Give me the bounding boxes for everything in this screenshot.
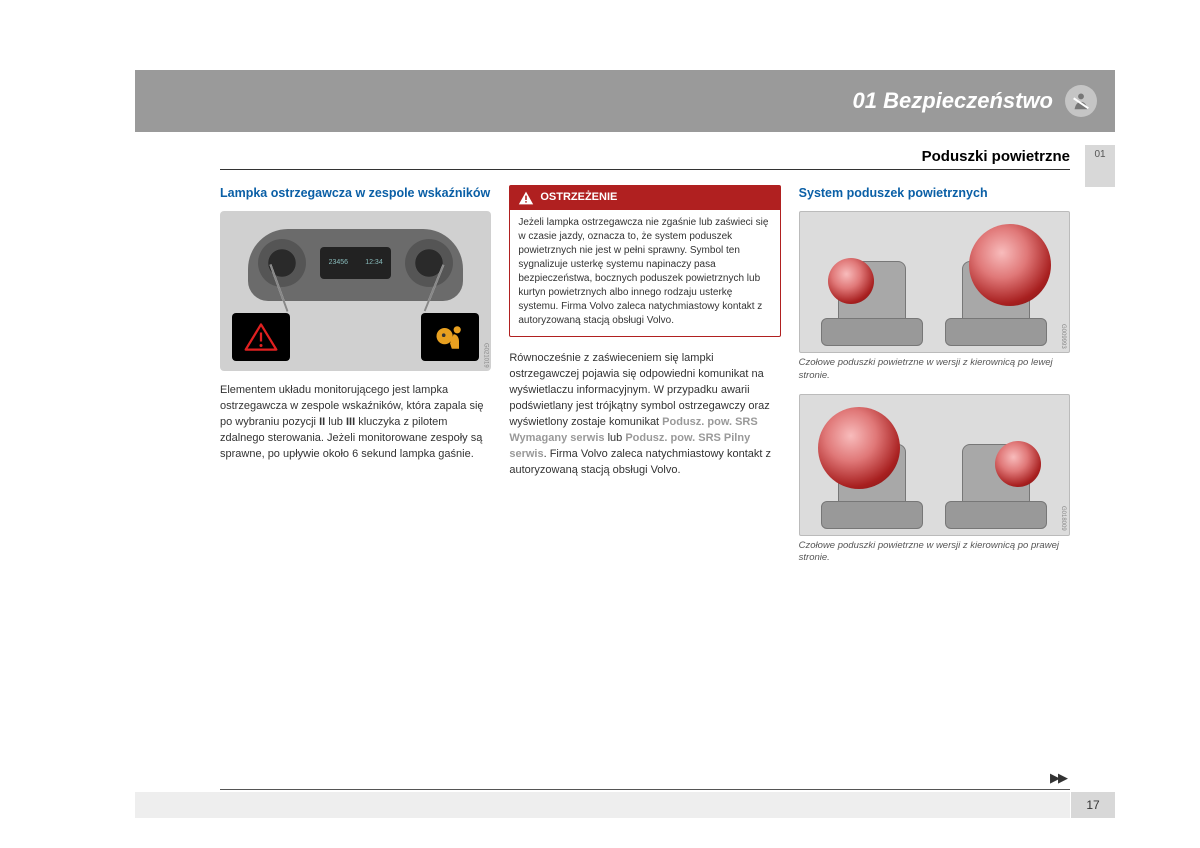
airbag-figure-rhd: G018009 bbox=[799, 394, 1070, 536]
figure-code-rhd: G018009 bbox=[1058, 506, 1067, 531]
warning-title: OSTRZEŻENIE bbox=[540, 190, 617, 206]
warning-body: Jeżeli lampka ostrzegawcza nie zgaśnie l… bbox=[510, 210, 779, 336]
content-columns: Lampka ostrzegawcza w zespole wskaźników… bbox=[220, 185, 1070, 577]
caption-lhd: Czołowe poduszki powietrzne w wersji z k… bbox=[799, 357, 1070, 382]
footer-rule bbox=[220, 789, 1070, 790]
page-number: 17 bbox=[1071, 792, 1115, 818]
airbag-passenger-lhd bbox=[969, 224, 1051, 306]
figure-code-lhd: G009993 bbox=[1058, 324, 1067, 349]
airbag-figure-lhd: G009993 bbox=[799, 211, 1070, 353]
gauge-left bbox=[258, 239, 306, 287]
odo-value: 23456 bbox=[329, 258, 348, 268]
column-1: Lampka ostrzegawcza w zespole wskaźników… bbox=[220, 185, 491, 577]
airbag-warning-icon bbox=[421, 313, 479, 361]
footer-bar bbox=[135, 792, 1070, 818]
chapter-tab-label: 01 bbox=[1094, 149, 1105, 160]
airbag-passenger-rhd bbox=[818, 407, 900, 489]
col1-title: Lampka ostrzegawcza w zespole wskaźników bbox=[220, 185, 491, 201]
continue-arrows-icon: ▶▶ bbox=[1050, 770, 1066, 786]
chapter-header: 01 Bezpieczeństwo bbox=[135, 70, 1115, 132]
col1-paragraph: Elementem układu monitorującego jest lam… bbox=[220, 383, 491, 463]
warning-header: OSTRZEŻENIE bbox=[510, 186, 779, 210]
warning-box: OSTRZEŻENIE Jeżeli lampka ostrzegawcza n… bbox=[509, 185, 780, 337]
airbag-driver-rhd bbox=[995, 441, 1041, 487]
column-2: OSTRZEŻENIE Jeżeli lampka ostrzegawcza n… bbox=[509, 185, 780, 577]
warning-icon bbox=[518, 190, 534, 206]
manual-page: 01 Bezpieczeństwo 01 Poduszki powietrzne… bbox=[0, 0, 1200, 848]
seatbelt-icon bbox=[1065, 85, 1097, 117]
col3-title: System poduszek powietrznych bbox=[799, 185, 1070, 201]
chapter-tab: 01 bbox=[1085, 145, 1115, 187]
clock-value: 12:34 bbox=[365, 258, 383, 268]
chapter-title: 01 Bezpieczeństwo bbox=[852, 88, 1053, 114]
airbag-driver-lhd bbox=[828, 258, 874, 304]
column-3: System poduszek powietrznych G009993 Czo… bbox=[799, 185, 1070, 577]
col2-paragraph: Równocześnie z zaświeceniem się lampki o… bbox=[509, 351, 780, 479]
figure-code-1: G021019 bbox=[481, 343, 490, 368]
cluster-display: 23456 12:34 bbox=[320, 247, 391, 279]
caption-rhd: Czołowe poduszki powietrzne w wersji z k… bbox=[799, 540, 1070, 565]
gauge-right bbox=[405, 239, 453, 287]
section-title: Poduszki powietrzne bbox=[220, 148, 1070, 170]
instrument-cluster-figure: 23456 12:34 G021019 bbox=[220, 211, 491, 371]
warning-triangle-icon bbox=[232, 313, 290, 361]
